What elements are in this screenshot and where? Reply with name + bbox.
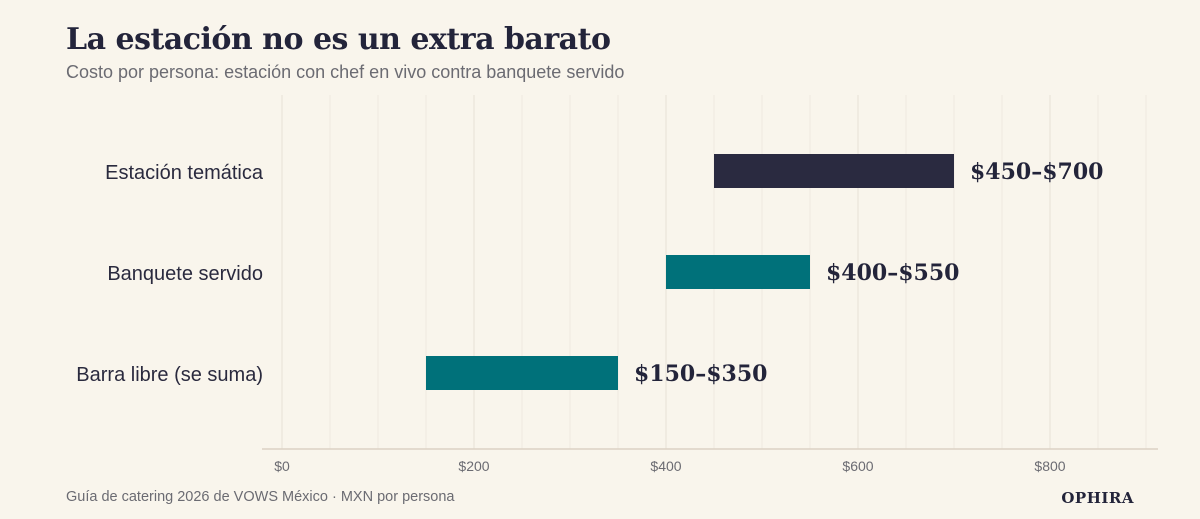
category-label: Banquete servido [107,263,263,285]
range-bar [666,255,810,289]
source-note: Guía de catering 2026 de VOWS México · M… [66,489,455,505]
value-label: $450–$700 [970,159,1103,185]
chart-subtitle: Costo por persona: estación con chef en … [66,62,625,82]
range-bar [714,154,954,188]
x-tick-label: $200 [458,458,489,474]
x-tick-label: $400 [650,458,681,474]
x-tick-label: $800 [1034,458,1065,474]
value-label: $150–$350 [634,361,767,387]
chart-title: La estación no es un extra barato [66,22,611,57]
category-label: Estación temática [105,162,264,184]
x-tick-label: $0 [274,458,290,474]
brand-logo: OPHIRA [1061,489,1134,507]
value-label: $400–$550 [826,260,959,286]
x-tick-label: $600 [842,458,873,474]
category-label: Barra libre (se suma) [76,364,263,386]
range-bar [426,356,618,390]
